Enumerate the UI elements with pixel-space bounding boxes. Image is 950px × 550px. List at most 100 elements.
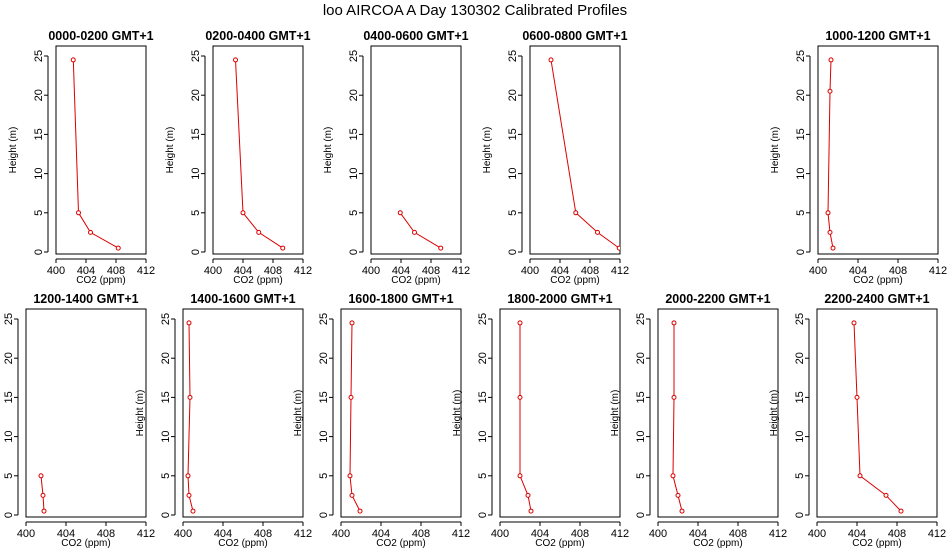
y-axis-label: Height (m)	[293, 390, 304, 437]
plot-frame	[212, 45, 304, 255]
profile-point	[595, 229, 600, 235]
x-tick-label: 400	[809, 265, 827, 277]
profile-series	[517, 320, 534, 514]
plot-frame	[25, 308, 147, 518]
plot-frame	[340, 308, 462, 518]
x-tick-label: 412	[452, 265, 470, 277]
profile-point	[38, 473, 44, 479]
x-tick-label: 408	[888, 528, 906, 540]
y-tick-label: 0	[190, 249, 202, 255]
plot-frame	[55, 45, 147, 255]
y-tick-label: 5	[795, 210, 807, 216]
x-tick-label: 400	[521, 265, 539, 277]
y-tick-label: 25	[190, 50, 202, 62]
profile-line	[519, 322, 532, 512]
profile-line	[853, 322, 902, 512]
x-tick-label: 408	[889, 265, 907, 277]
profile-point	[280, 245, 286, 251]
panel-title: 0600-0800 GMT+1	[522, 29, 627, 43]
y-tick-label: 0	[318, 512, 330, 518]
y-axis-label: Height (m)	[770, 127, 781, 174]
panel-title: 1400-1600 GMT+1	[190, 292, 295, 306]
x-tick-label: 412	[137, 528, 155, 540]
y-tick-label: 0	[3, 512, 15, 518]
y-axis-label: Height (m)	[135, 390, 146, 437]
y-tick-label: 20	[33, 89, 45, 101]
x-tick-label: 408	[729, 528, 747, 540]
x-axis-label: CO2 (ppm)	[61, 538, 110, 549]
y-tick-label: 0	[33, 249, 45, 255]
profile-point	[898, 508, 904, 514]
y-tick-label: 15	[635, 391, 647, 403]
profile-line	[399, 212, 442, 249]
profile-point	[412, 229, 417, 235]
x-tick-label: 404	[551, 265, 569, 277]
profile-point	[397, 210, 403, 216]
y-axis-label: Height (m)	[8, 127, 19, 174]
profile-panel: 1400-1600 GMT+1 400 404 408 412 CO2 (ppm) 0 5 10…	[135, 292, 312, 549]
profile-line	[349, 322, 361, 512]
y-tick-label: 10	[795, 167, 807, 179]
profile-point	[675, 492, 681, 498]
panel-title: 2000-2200 GMT+1	[665, 292, 770, 306]
y-tick-label: 20	[635, 352, 647, 364]
y-axis-label: Height (m)	[610, 390, 621, 437]
y-tick-label: 20	[190, 89, 202, 101]
y-tick-label: 10	[160, 430, 172, 442]
profile-point	[828, 57, 834, 63]
x-tick-label: 404	[77, 265, 95, 277]
y-tick-label: 5	[477, 473, 489, 479]
profile-series	[397, 210, 444, 251]
profile-point	[548, 57, 554, 63]
x-tick-label: 408	[422, 265, 440, 277]
profile-point	[40, 492, 46, 498]
profile-point	[827, 229, 833, 235]
y-tick-label: 25	[3, 313, 15, 325]
y-tick-label: 10	[507, 167, 519, 179]
y-tick-label: 0	[635, 512, 647, 518]
y-tick-label: 15	[795, 128, 807, 140]
y-tick-label: 25	[477, 313, 489, 325]
x-axis-label: CO2 (ppm)	[535, 538, 584, 549]
x-tick-label: 408	[264, 265, 282, 277]
profile-panel: 0000-0200 GMT+1 400 404 408 412 CO2 (ppm) 0 5 10…	[8, 29, 155, 286]
x-tick-label: 412	[452, 528, 470, 540]
plot-frame	[370, 45, 462, 255]
x-tick-label: 412	[294, 265, 312, 277]
y-tick-label: 20	[348, 89, 360, 101]
plot-frame	[182, 308, 304, 518]
profile-series	[185, 320, 196, 514]
profile-point	[671, 394, 677, 400]
profile-series	[548, 57, 620, 251]
x-tick-label: 400	[332, 528, 350, 540]
profile-point	[670, 473, 676, 479]
x-tick-label: 408	[97, 528, 115, 540]
x-tick-label: 412	[928, 528, 946, 540]
x-tick-label: 404	[57, 528, 75, 540]
profile-line	[235, 59, 284, 249]
y-tick-label: 5	[794, 473, 806, 479]
profile-point	[825, 210, 831, 216]
profile-point	[573, 210, 579, 216]
profile-panel: 1800-2000 GMT+1 400 404 408 412 CO2 (ppm) 0 5 10…	[452, 292, 629, 549]
y-tick-label: 20	[160, 352, 172, 364]
profile-point	[256, 229, 262, 235]
x-tick-label: 408	[107, 265, 125, 277]
y-axis-label: Height (m)	[323, 127, 334, 174]
profile-series	[851, 320, 904, 514]
profile-line	[72, 59, 119, 249]
x-tick-label: 400	[204, 265, 222, 277]
y-tick-label: 10	[348, 167, 360, 179]
profile-line	[827, 59, 834, 249]
y-tick-label: 10	[794, 430, 806, 442]
profile-panel: 0400-0600 GMT+1 400 404 408 412 CO2 (ppm) 0 5 10…	[323, 29, 470, 286]
x-axis-label: CO2 (ppm)	[76, 275, 125, 286]
y-tick-label: 10	[318, 430, 330, 442]
profile-point	[70, 57, 76, 63]
profile-point	[517, 394, 523, 400]
x-axis-label: CO2 (ppm)	[391, 275, 440, 286]
x-tick-label: 400	[649, 528, 667, 540]
x-tick-label: 400	[47, 265, 65, 277]
y-tick-label: 20	[318, 352, 330, 364]
y-tick-label: 20	[3, 352, 15, 364]
